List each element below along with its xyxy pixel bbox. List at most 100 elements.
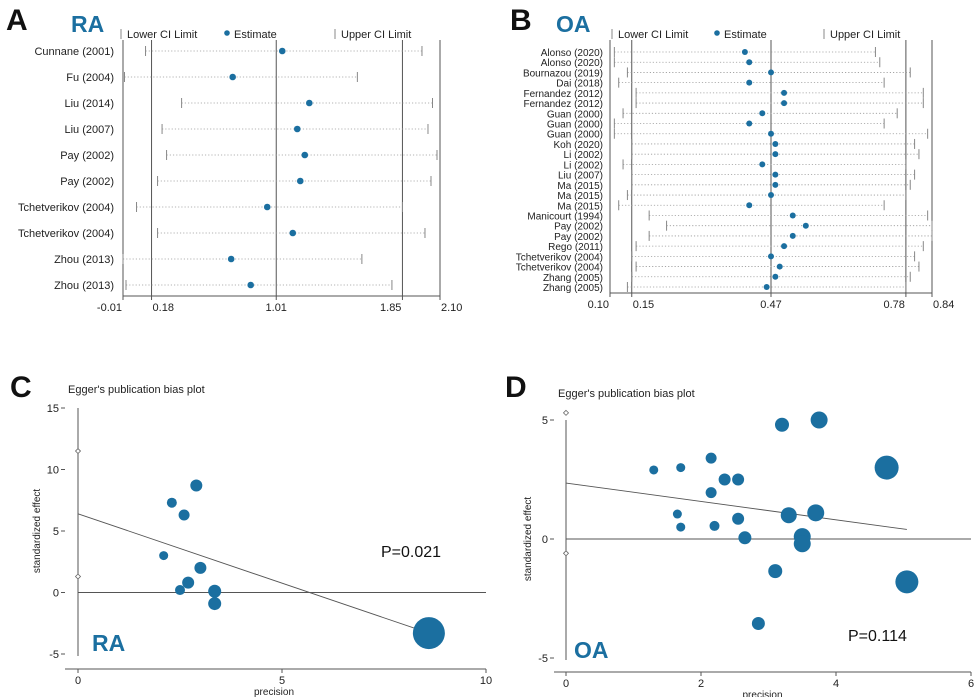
study-point	[166, 497, 177, 508]
x-tick-label: 5	[279, 675, 285, 687]
study-point	[194, 561, 207, 574]
x-tick-label: 2	[698, 678, 704, 690]
estimate-point	[763, 284, 770, 290]
panel-a: A RA Lower CI Limit Estimate Upper CI Limi…	[6, 4, 462, 314]
estimate-point	[278, 47, 286, 55]
panel-tag-c: RA	[92, 630, 125, 656]
study-label: Zhou (2013)	[54, 254, 114, 266]
axis-marker	[74, 447, 82, 455]
study-point	[732, 473, 745, 486]
study-point	[178, 509, 190, 521]
x-tick-label: 0.15	[633, 299, 654, 311]
study-point	[807, 504, 825, 522]
study-point	[705, 487, 717, 499]
y-axis-label: standardized effect	[523, 497, 534, 582]
estimate-point	[759, 161, 766, 168]
y-tick-label: 5	[542, 415, 548, 427]
estimate-point	[746, 120, 753, 127]
study-point	[738, 531, 752, 545]
study-label: Fernandez (2012)	[524, 99, 604, 110]
panel-tag-a: RA	[71, 11, 104, 37]
study-label: Tchetverikov (2004)	[516, 252, 603, 263]
study-point	[895, 570, 919, 594]
estimate-point	[759, 110, 766, 117]
estimate-point	[772, 151, 779, 158]
study-point	[412, 617, 445, 650]
estimate-point	[789, 232, 796, 239]
study-point	[780, 507, 797, 524]
study-label: Alonso (2020)	[541, 48, 603, 59]
estimate-point	[802, 222, 809, 229]
study-point	[208, 597, 222, 611]
p-value-d: P=0.114	[848, 628, 907, 645]
study-label: Tchetverikov (2004)	[516, 263, 603, 274]
y-tick-label: 0	[53, 588, 59, 600]
y-tick-label: -5	[49, 649, 59, 661]
estimate-point	[781, 100, 788, 107]
study-label: Pay (2002)	[60, 176, 114, 188]
estimate-point	[768, 253, 774, 260]
axis-marker	[74, 573, 82, 580]
x-tick-label: 0.84	[933, 299, 954, 311]
estimate-point	[768, 130, 774, 137]
y-tick-label: -5	[538, 653, 548, 665]
estimate-point	[768, 69, 774, 76]
chart-title: Egger's publication bias plot	[68, 384, 205, 396]
study-label: Cunnane (2001)	[34, 46, 114, 58]
study-label: Pay (2002)	[554, 222, 603, 233]
panel-letter-a: A	[6, 4, 28, 37]
study-point	[732, 512, 745, 525]
legend-estimate-marker	[224, 30, 230, 36]
legend-lower-ci-label: Lower CI Limit	[127, 29, 197, 41]
x-axis-label: precision	[742, 690, 782, 697]
y-tick-label: 5	[53, 526, 59, 538]
study-point	[751, 616, 765, 630]
panel-letter-b: B	[510, 4, 532, 37]
axis-marker	[562, 550, 570, 557]
study-point	[208, 584, 222, 598]
estimate-point	[746, 59, 753, 66]
estimate-point	[296, 177, 304, 185]
estimate-point	[229, 73, 236, 81]
egger-plot-d: Egger's publication bias plot -5 0 5 0 2 4 6 pre…	[523, 388, 974, 697]
estimate-point	[768, 192, 774, 199]
study-point	[182, 576, 195, 589]
estimate-point	[776, 263, 783, 270]
forest-plot-b: Lower CI Limit Estimate Upper CI Limit 0.10…	[516, 29, 954, 311]
legend-upper-ci-label: Upper CI Limit	[830, 29, 900, 41]
study-point	[810, 411, 828, 429]
legend-upper-ci-label: Upper CI Limit	[341, 29, 411, 41]
study-point	[190, 479, 203, 492]
x-tick-label: 6	[968, 678, 974, 690]
estimate-point	[301, 151, 309, 159]
study-label: Koh (2020)	[554, 140, 603, 151]
study-label: Bournazou (2019)	[523, 68, 603, 79]
legend-estimate-label: Estimate	[234, 29, 277, 41]
x-tick-label: 0	[75, 675, 81, 687]
x-tick-label: 0.10	[588, 299, 609, 311]
egger-plot-c: Egger's publication bias plot -5 0 5 10 15 0 5 1…	[32, 384, 492, 697]
estimate-point	[741, 49, 748, 55]
x-tick-label: 0.47	[760, 299, 781, 311]
study-point	[874, 455, 899, 480]
legend-estimate-marker	[714, 30, 720, 36]
study-label: Rego (2011)	[548, 242, 603, 253]
x-tick-label: -0.01	[97, 302, 122, 314]
study-point	[672, 509, 682, 519]
x-tick-label: 10	[480, 675, 492, 687]
y-tick-label: 15	[47, 403, 59, 415]
study-label: Fernandez (2012)	[524, 89, 604, 100]
study-label: Guan (2000)	[547, 120, 603, 131]
estimate-point	[781, 89, 788, 96]
panel-letter-c: C	[10, 371, 32, 404]
x-axis-label: precision	[254, 687, 294, 697]
estimate-point	[772, 171, 779, 178]
estimate-point	[789, 212, 796, 219]
estimate-point	[772, 181, 779, 188]
x-tick-label: 1.01	[266, 302, 287, 314]
study-label: Guan (2000)	[547, 109, 603, 120]
panel-d: D Egger's publication bias plot -5 0 5 0 2 4 6 p…	[505, 371, 974, 697]
study-label: Fu (2004)	[66, 72, 114, 84]
x-tick-label: 4	[833, 678, 839, 690]
study-point	[705, 452, 717, 464]
